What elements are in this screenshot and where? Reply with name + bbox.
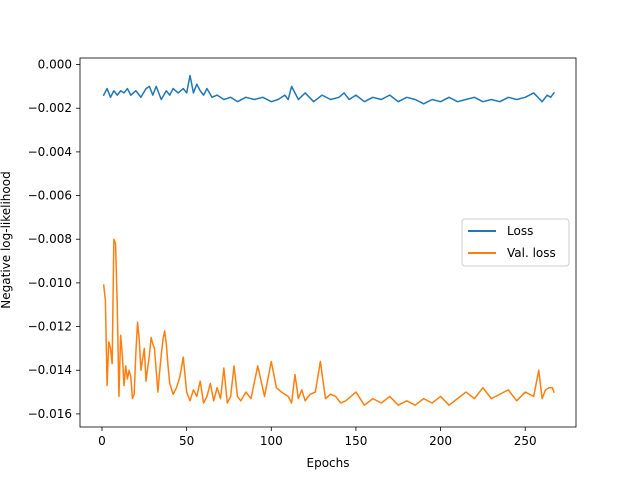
plot-frame	[79, 57, 577, 428]
y-tick-label: −0.014	[28, 363, 72, 377]
x-tick-label: 50	[179, 434, 194, 448]
x-tick-label: 200	[429, 434, 452, 448]
y-tick-label: −0.008	[28, 232, 72, 246]
x-tick-label: 100	[260, 434, 283, 448]
legend-label-loss: Loss	[507, 224, 533, 238]
y-tick-label: −0.004	[28, 145, 72, 159]
y-axis-label: Negative log-likelihood	[0, 171, 13, 308]
legend-label-val-loss: Val. loss	[507, 246, 556, 260]
series-line-val-loss	[102, 238, 555, 406]
legend: Loss Val. loss	[461, 218, 570, 267]
y-tick-label: −0.016	[28, 407, 72, 421]
x-axis-label: Epochs	[307, 456, 350, 470]
y-tick-label: −0.010	[28, 276, 72, 290]
y-tick-label: −0.006	[28, 189, 72, 203]
y-tick-label: 0.000	[38, 58, 72, 72]
x-tick-label: 0	[98, 434, 106, 448]
series-line-loss	[102, 74, 556, 105]
axes: 0 50 100 150 200 250 0.000 −0.002 −0.004 −0.006 −0…	[28, 57, 577, 448]
plot-area	[102, 74, 556, 406]
y-tick-label: −0.002	[28, 101, 72, 115]
x-tick-label: 250	[514, 434, 537, 448]
x-tick-label: 150	[344, 434, 367, 448]
y-tick-label: −0.012	[28, 320, 72, 334]
